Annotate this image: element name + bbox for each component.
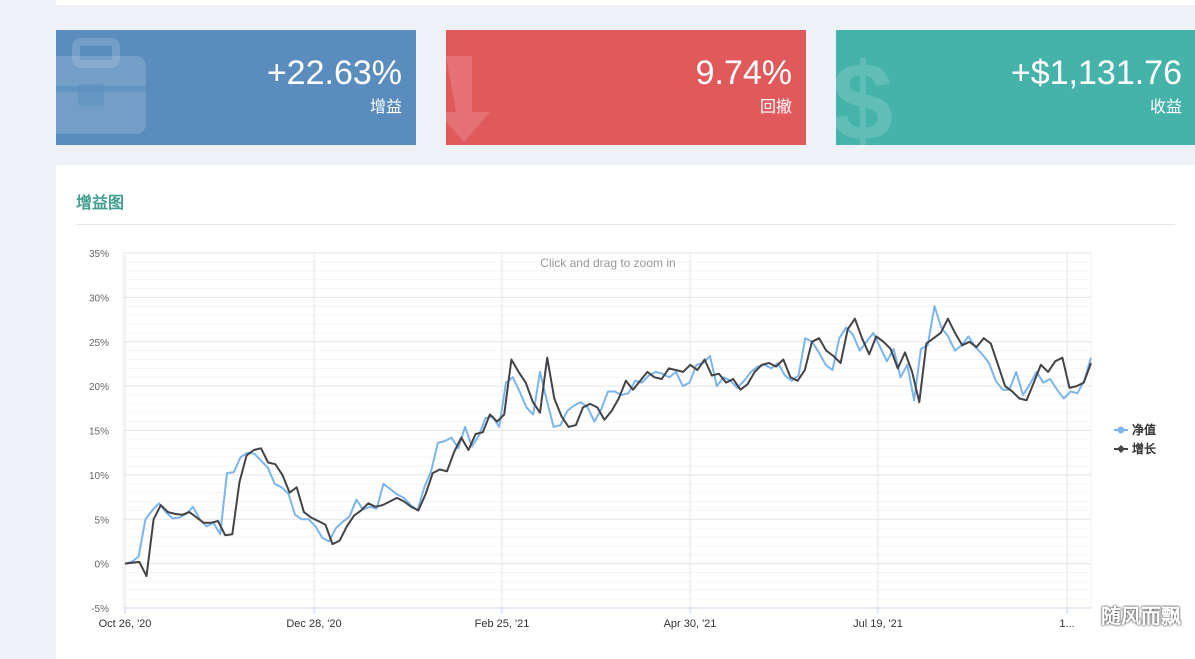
profit-label: 收益 — [1149, 99, 1182, 116]
y-tick-label: 35% — [89, 249, 109, 260]
y-tick-label: 20% — [89, 382, 109, 393]
drawdown-label: 回撤 — [759, 99, 792, 116]
legend-marker-diamond[interactable] — [1117, 445, 1125, 453]
series-line-growth[interactable] — [124, 317, 1092, 578]
arrow-down-icon — [446, 56, 490, 142]
x-tick-label: Apr 30, '21 — [664, 618, 717, 630]
legend-label[interactable]: 净值 — [1132, 422, 1156, 437]
zoom-hint: Click and drag to zoom in — [540, 256, 675, 270]
gain-label: 增益 — [369, 99, 402, 116]
y-tick-label: 10% — [89, 471, 109, 482]
series-line-net-value[interactable] — [124, 305, 1092, 565]
gain-value: +22.63% — [266, 54, 402, 92]
dollar-icon: $ — [836, 41, 893, 145]
top-bar — [56, 0, 1195, 5]
y-tick-label: -5% — [91, 604, 109, 615]
sidebar — [0, 0, 30, 659]
gain-chart[interactable]: -5% 0% 5% 10% 15% 20% 25% 30% 35% Oct 26, '20 Dec … — [56, 165, 1195, 659]
y-tick-label: 15% — [89, 427, 109, 438]
y-tick-label: 5% — [95, 515, 110, 526]
legend-label[interactable]: 增长 — [1132, 441, 1157, 456]
svg-text:$: $ — [836, 41, 893, 145]
profit-card: $ +$1,131.76 收益 — [836, 30, 1195, 145]
x-tick-label: 1... — [1059, 618, 1074, 630]
drawdown-card: 9.74% 回撤 — [446, 30, 806, 145]
drawdown-value: 9.74% — [695, 54, 792, 92]
x-tick-label: Jul 19, '21 — [853, 618, 903, 630]
legend-marker-circle[interactable] — [1117, 426, 1125, 434]
profit-value: +$1,131.76 — [1010, 54, 1182, 92]
watermark: 随风而飘 — [1101, 606, 1181, 628]
x-tick-label: Oct 26, '20 — [99, 618, 152, 630]
panel-divider — [76, 224, 1175, 225]
y-tick-label: 0% — [95, 560, 110, 571]
gain-chart-panel: 增益图 -5% 0% 5% 10% 15% 20% 25% 30% 35% Oct 26, '20… — [56, 165, 1195, 659]
briefcase-icon — [56, 38, 146, 134]
y-tick-label: 25% — [89, 338, 109, 349]
x-tick-label: Feb 25, '21 — [475, 618, 530, 630]
panel-title: 增益图 — [76, 195, 125, 212]
gain-card: +22.63% 增益 — [56, 30, 416, 145]
y-tick-label: 30% — [89, 293, 109, 304]
x-tick-label: Dec 28, '20 — [286, 618, 341, 630]
